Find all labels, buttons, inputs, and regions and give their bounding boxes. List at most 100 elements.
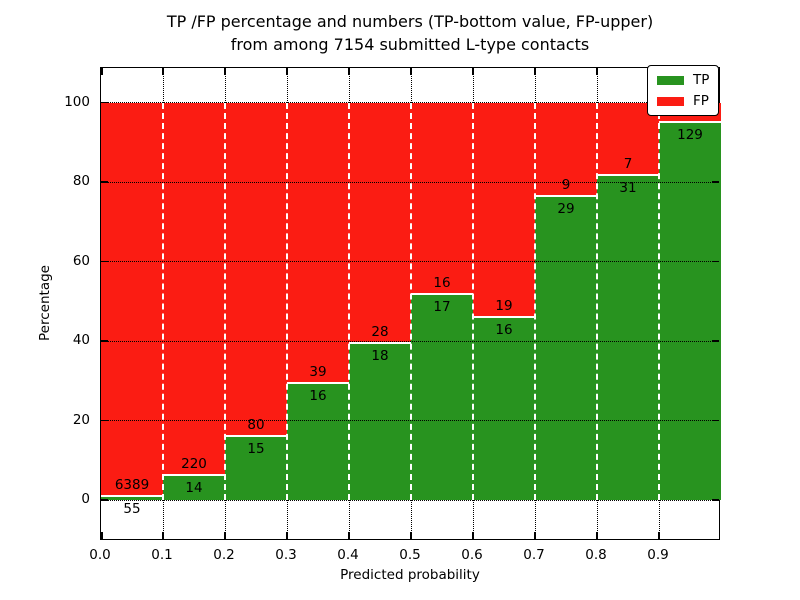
bar-segment-fp: [287, 102, 349, 385]
x-tick-mark: [286, 532, 288, 539]
bar-separator: [534, 102, 536, 500]
plot-area: 6389 55 220 14 80 15 39 16 28 18 16 17 19 16 9 29 7 31 129: [100, 67, 721, 540]
bar-segment-tp: [225, 437, 287, 500]
bar-segment-tp: [101, 496, 163, 500]
y-tick-label: 60: [72, 252, 90, 269]
y-tick-mark-right: [712, 260, 719, 263]
x-tick-mark: [101, 532, 103, 539]
x-tick-label: 0.8: [585, 547, 607, 563]
y-tick-mark-right: [712, 181, 719, 183]
x-tick-label: 0.7: [523, 547, 545, 563]
x-tick-label: 0.9: [647, 547, 669, 563]
chart-title: TP /FP percentage and numbers (TP-bottom…: [167, 10, 653, 56]
bar-segment-fp: [101, 102, 163, 497]
bar-separator: [596, 102, 598, 500]
bar-segment-fp: [411, 102, 473, 296]
bar-label-tp: 55: [123, 500, 141, 517]
legend-swatch-tp: [657, 75, 684, 85]
legend-label: TP: [693, 72, 710, 88]
x-tick-mark-top: [596, 68, 598, 75]
bar-label-tp: 29: [557, 200, 575, 217]
x-tick-label: 0.0: [89, 547, 111, 563]
legend-item-fp: FP: [657, 94, 709, 108]
y-tick-label: 20: [72, 411, 90, 428]
legend-label: FP: [693, 93, 709, 109]
bar-label-fp: 19: [495, 298, 513, 315]
y-tick-mark: [101, 260, 108, 263]
bar-label-tp: 129: [677, 126, 703, 143]
bar-label-tp: 14: [185, 480, 203, 497]
bar-label-fp: 80: [247, 417, 265, 434]
y-tick-mark-right: [712, 419, 719, 422]
x-tick-mark: [596, 532, 598, 539]
x-tick-label: 0.3: [275, 547, 297, 563]
x-tick-mark-top: [534, 68, 536, 75]
bar-segment-fp: [473, 102, 535, 319]
x-axis-label: Predicted probability: [340, 567, 480, 583]
bar-segment-tp: [535, 196, 597, 500]
x-tick-label: 0.5: [399, 547, 421, 563]
bar-label-tp: 16: [495, 322, 513, 339]
y-tick-mark: [101, 101, 108, 104]
bar-separator: [224, 102, 226, 500]
bar-segment-fp: [163, 102, 225, 477]
legend-swatch-fp: [657, 96, 684, 106]
bar-separator: [658, 102, 660, 500]
y-tick-label: 80: [72, 173, 90, 189]
x-tick-label: 0.2: [213, 547, 235, 563]
bar-separator: [472, 102, 474, 500]
y-tick-mark-right: [712, 499, 719, 501]
bar-segment-tp: [349, 344, 411, 500]
bar-segment-tp: [287, 384, 349, 500]
y-tick-mark: [101, 340, 108, 342]
bar-label-tp: 15: [247, 441, 265, 458]
bar-label-tp: 18: [371, 348, 389, 365]
bar-label-fp: 220: [181, 456, 207, 473]
bar-segment-tp: [659, 122, 721, 500]
chart-title-line1: TP /FP percentage and numbers (TP-bottom…: [166, 12, 654, 31]
x-tick-mark: [472, 532, 474, 539]
y-tick-mark: [101, 419, 108, 422]
bar-segment-fp: [225, 102, 287, 438]
bar-segment-fp: [349, 102, 411, 345]
bar-segment-tp: [597, 175, 659, 500]
x-tick-mark: [162, 532, 164, 539]
x-tick-mark-top: [286, 68, 288, 75]
bar-label-fp: 39: [309, 364, 327, 381]
x-tick-mark-top: [101, 68, 103, 75]
x-tick-mark: [224, 532, 226, 539]
x-tick-mark: [534, 532, 536, 539]
bar-separator: [348, 102, 350, 500]
horizontal-gridline: [101, 420, 719, 421]
bar-label-fp: 6389: [114, 476, 150, 493]
bar-separator: [410, 102, 412, 500]
horizontal-gridline: [101, 499, 719, 501]
y-axis-label: Percentage: [37, 265, 53, 341]
legend-item-tp: TP: [657, 73, 709, 87]
x-tick-mark: [348, 532, 350, 539]
x-tick-label: 0.1: [151, 547, 173, 563]
x-tick-mark: [658, 532, 660, 539]
y-tick-label: 0: [81, 491, 90, 507]
horizontal-gridline: [101, 102, 719, 103]
y-tick-label: 40: [72, 332, 90, 348]
x-tick-mark-top: [162, 68, 164, 75]
x-tick-label: 0.4: [337, 547, 359, 563]
bar-label-fp: 7: [623, 155, 633, 172]
bar-segment-tp: [163, 476, 225, 500]
bar-segment-tp: [473, 318, 535, 500]
bar-label-fp: 9: [561, 176, 571, 193]
x-tick-mark: [410, 532, 412, 539]
x-tick-mark-top: [224, 68, 226, 75]
x-tick-label: 0.6: [461, 547, 483, 563]
horizontal-gridline: [101, 261, 719, 262]
bar-label-fp: 28: [371, 324, 389, 341]
bar-separator: [286, 102, 288, 500]
legend: TP FP: [647, 65, 720, 116]
horizontal-gridline: [101, 340, 719, 342]
bar-label-tp: 17: [433, 299, 451, 316]
bar-segment-fp: [535, 102, 597, 197]
x-tick-mark-top: [348, 68, 350, 75]
x-tick-mark-top: [410, 68, 412, 75]
